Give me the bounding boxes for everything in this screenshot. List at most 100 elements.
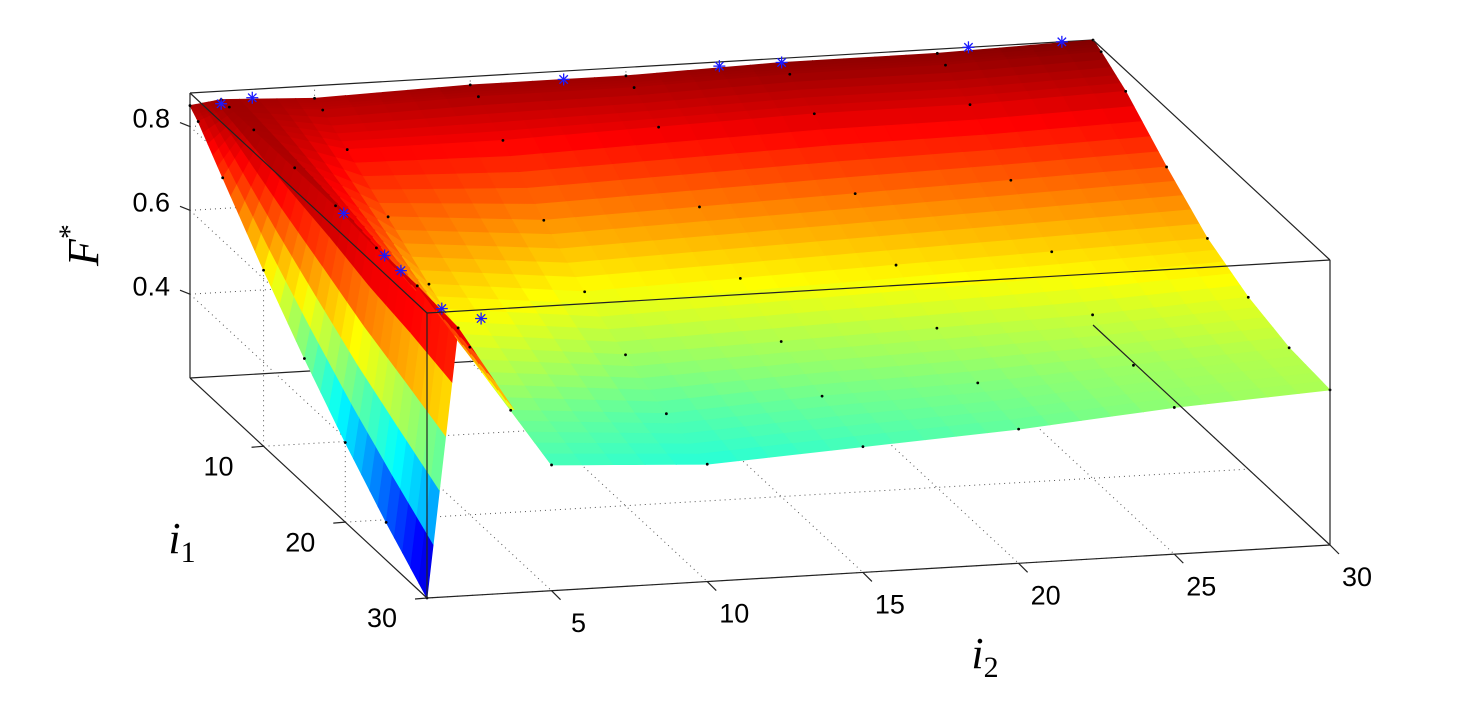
data-point xyxy=(657,125,661,129)
star-marker xyxy=(713,60,726,73)
tick-mark xyxy=(1018,562,1029,573)
data-point xyxy=(976,381,980,385)
data-point xyxy=(853,192,857,196)
star-stroke xyxy=(714,61,725,71)
tick-mark xyxy=(333,521,346,524)
x-label-sub: 2 xyxy=(984,651,999,684)
y-tick-label: 20 xyxy=(285,527,315,557)
tick-mark xyxy=(551,590,561,601)
data-point xyxy=(583,290,587,294)
z-label-sup: * xyxy=(53,224,86,239)
data-point xyxy=(894,263,898,267)
star-stroke xyxy=(963,42,974,52)
data-point xyxy=(384,520,388,524)
data-point xyxy=(1091,313,1094,317)
data-point xyxy=(1050,250,1054,254)
x-tick-label: 5 xyxy=(571,608,586,638)
data-point xyxy=(252,128,256,132)
star-stroke xyxy=(339,208,349,219)
data-point xyxy=(1165,165,1168,169)
data-point xyxy=(345,148,349,151)
star-marker xyxy=(337,207,350,220)
data-point xyxy=(343,441,347,444)
data-point xyxy=(262,268,265,272)
x-axis-label: i2 xyxy=(971,629,998,684)
tick-mark xyxy=(1329,544,1340,555)
star-stroke xyxy=(558,74,569,85)
y-axis-label: i1 xyxy=(168,514,195,569)
data-point xyxy=(427,282,431,286)
box-edge xyxy=(426,544,1331,599)
data-point xyxy=(698,205,701,209)
box-edge xyxy=(189,39,1094,94)
data-point xyxy=(1009,178,1013,182)
tick-mark xyxy=(1173,553,1184,564)
tick-mark xyxy=(179,289,191,295)
data-point xyxy=(624,353,627,357)
star-marker xyxy=(378,249,391,262)
front-layer: 0.4 0.6 0.8 10 20 30 5 10 15 20 25 30 xyxy=(132,35,1372,638)
z-tick-label: 0.6 xyxy=(132,187,170,217)
data-point xyxy=(375,246,378,250)
data-point xyxy=(632,86,636,89)
surface xyxy=(188,38,1332,600)
z-tick-label: 0.4 xyxy=(132,271,170,301)
data-point xyxy=(1206,237,1209,240)
x-tick-label: 30 xyxy=(1342,562,1372,592)
data-point xyxy=(477,95,480,99)
grid-line xyxy=(345,468,1249,523)
data-point xyxy=(196,120,200,123)
data-point xyxy=(968,103,972,107)
star-marker xyxy=(775,56,788,69)
star-stroke xyxy=(247,93,257,103)
data-point xyxy=(293,166,297,170)
data-point xyxy=(935,326,939,330)
data-point xyxy=(188,104,192,107)
data-point xyxy=(788,72,792,76)
box-edge xyxy=(426,259,1331,314)
data-point xyxy=(501,139,505,142)
data-point xyxy=(321,108,325,112)
data-point xyxy=(221,176,225,180)
data-point xyxy=(1172,406,1176,409)
z-axis-label: F* xyxy=(53,224,108,267)
star-marker xyxy=(394,264,407,277)
z-label-text: F xyxy=(59,238,108,267)
x-tick-label: 10 xyxy=(719,599,749,629)
star-marker xyxy=(215,97,228,110)
data-point xyxy=(303,357,306,360)
star-stroke xyxy=(476,313,486,324)
data-point xyxy=(738,277,742,280)
data-point xyxy=(624,74,628,78)
star-stroke xyxy=(379,250,390,261)
data-point xyxy=(944,63,947,67)
box-edge xyxy=(189,377,428,599)
star-stroke xyxy=(776,57,787,68)
data-point xyxy=(456,326,460,330)
y-tick-label: 10 xyxy=(204,451,234,481)
data-point xyxy=(1246,295,1250,299)
data-point xyxy=(313,96,316,100)
data-point xyxy=(386,215,390,219)
star-marker xyxy=(475,312,488,325)
star-stroke xyxy=(437,303,447,314)
y-label-text: i xyxy=(168,514,180,563)
data-point xyxy=(1132,363,1135,367)
x-tick-label: 15 xyxy=(875,590,905,620)
data-point xyxy=(509,408,513,412)
data-point xyxy=(1099,50,1103,54)
box-edge xyxy=(1092,39,1331,261)
data-point xyxy=(550,463,553,467)
data-point xyxy=(935,51,939,55)
data-point xyxy=(705,462,709,466)
tick-mark xyxy=(706,581,717,591)
y-tick-label: 30 xyxy=(367,603,397,633)
data-point xyxy=(861,445,865,449)
x-label-text: i xyxy=(971,629,983,678)
x-tick-label: 25 xyxy=(1186,571,1216,601)
data-point xyxy=(820,394,824,398)
star-marker xyxy=(557,73,570,86)
data-point xyxy=(779,340,783,343)
data-point xyxy=(468,83,472,87)
